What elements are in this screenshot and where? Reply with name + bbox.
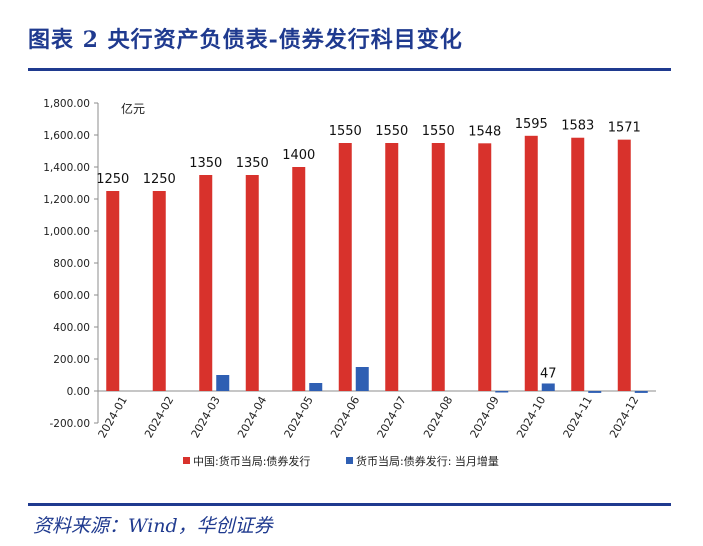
x-tick-label: 2024-04 [235, 394, 269, 440]
x-tick-label: 2024-10 [514, 394, 548, 440]
y-tick-label: 0.00 [67, 386, 90, 398]
data-label-red: 1550 [422, 124, 455, 139]
x-tick-label: 2024-07 [375, 394, 409, 440]
x-tick-label: 2024-09 [468, 394, 502, 440]
bar-blue-2024-11 [588, 391, 602, 393]
source-note: 资料来源：Wind，华创证券 [33, 515, 273, 537]
footer-rule [28, 503, 671, 506]
x-tick-label: 2024-08 [421, 394, 455, 440]
bar-red-2024-06 [338, 143, 352, 391]
y-tick-label: 400.00 [53, 322, 90, 334]
data-label-red: 1583 [561, 119, 594, 134]
legend-swatch-blue [346, 457, 353, 464]
y-tick-label: 1,600.00 [43, 130, 90, 142]
y-tick-label: 1,200.00 [43, 194, 90, 206]
bar-red-2024-04 [245, 175, 259, 391]
data-label-blue: 47 [540, 366, 557, 381]
bar-red-2024-11 [571, 137, 585, 391]
data-label-red: 1250 [96, 172, 129, 187]
data-label-red: 1550 [375, 124, 408, 139]
bar-red-2024-07 [385, 143, 399, 391]
bar-red-2024-09 [478, 143, 492, 391]
y-tick-label: 1,800.00 [43, 98, 90, 110]
y-tick-label: 600.00 [53, 290, 90, 302]
bar-blue-2024-06 [355, 367, 369, 391]
legend-swatch-red [183, 457, 190, 464]
bar-red-2024-12 [617, 139, 631, 391]
data-label-red: 1550 [329, 124, 362, 139]
bar-red-2024-03 [199, 175, 213, 391]
y-tick-label: 1,000.00 [43, 226, 90, 238]
x-tick-label: 2024-03 [189, 394, 223, 440]
data-label-red: 1250 [143, 172, 176, 187]
bar-red-2024-02 [152, 191, 166, 391]
bar-red-2024-01 [106, 191, 120, 391]
y-tick-label: 200.00 [53, 354, 90, 366]
x-tick-label: 2024-02 [142, 394, 176, 440]
title-rule [28, 68, 671, 71]
legend-label-blue: 货币当局:债券发行: 当月增量 [356, 454, 499, 468]
bar-blue-2024-10 [541, 383, 555, 391]
y-tick-label: 800.00 [53, 258, 90, 270]
data-label-red: 1595 [515, 117, 548, 132]
data-label-red: 1350 [236, 156, 269, 171]
bar-red-2024-10 [524, 135, 538, 391]
figure-title: 图表 2 央行资产负债表-债券发行科目变化 [28, 27, 463, 53]
legend-label-red: 中国:货币当局:债券发行 [193, 454, 310, 468]
bar-red-2024-05 [292, 167, 306, 391]
x-tick-label: 2024-06 [328, 394, 362, 440]
data-label-red: 1571 [608, 121, 641, 136]
unit-label: 亿元 [121, 101, 145, 116]
y-tick-label: 1,400.00 [43, 162, 90, 174]
bar-red-2024-08 [431, 143, 445, 391]
x-tick-label: 2024-12 [607, 394, 641, 440]
x-tick-label: 2024-05 [282, 394, 316, 440]
x-tick-label: 2024-01 [96, 394, 130, 440]
data-label-red: 1548 [468, 124, 501, 139]
bar-blue-2024-05 [309, 383, 323, 391]
x-tick-label: 2024-11 [561, 394, 595, 440]
data-label-red: 1350 [189, 156, 222, 171]
y-tick-label: -200.00 [49, 418, 90, 430]
bar-blue-2024-09 [495, 391, 509, 393]
bar-blue-2024-03 [216, 375, 230, 391]
bar-blue-2024-12 [634, 391, 648, 393]
data-label-red: 1400 [282, 148, 315, 163]
